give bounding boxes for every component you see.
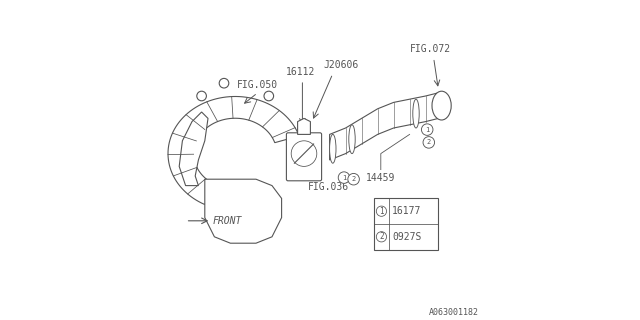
- Text: 16112: 16112: [286, 67, 316, 77]
- Text: 1: 1: [379, 207, 384, 216]
- Bar: [374, 198, 438, 250]
- Ellipse shape: [432, 91, 451, 120]
- Text: J20606: J20606: [323, 60, 358, 70]
- Polygon shape: [168, 97, 299, 204]
- Text: 2: 2: [379, 232, 384, 241]
- Text: 0927S: 0927S: [392, 232, 421, 242]
- Polygon shape: [205, 179, 282, 243]
- Circle shape: [376, 206, 387, 216]
- Ellipse shape: [349, 125, 355, 154]
- Circle shape: [376, 232, 387, 242]
- Text: 2: 2: [427, 140, 431, 145]
- Text: 1: 1: [425, 127, 429, 132]
- Circle shape: [339, 172, 349, 183]
- Text: FIG.050: FIG.050: [237, 80, 278, 90]
- Circle shape: [423, 137, 435, 148]
- Polygon shape: [298, 118, 310, 134]
- Circle shape: [264, 91, 274, 101]
- Text: 14459: 14459: [366, 173, 396, 183]
- Polygon shape: [330, 93, 438, 160]
- Ellipse shape: [330, 134, 336, 163]
- Text: 1: 1: [342, 175, 346, 180]
- Polygon shape: [179, 112, 208, 186]
- Text: FIG.036: FIG.036: [307, 182, 349, 192]
- Text: A063001182: A063001182: [428, 308, 479, 317]
- Ellipse shape: [413, 99, 419, 128]
- Circle shape: [291, 141, 317, 166]
- Text: FIG.072: FIG.072: [410, 44, 451, 54]
- Text: 2: 2: [351, 176, 356, 182]
- Text: 16177: 16177: [392, 206, 421, 216]
- Circle shape: [219, 78, 229, 88]
- Circle shape: [197, 91, 206, 101]
- FancyBboxPatch shape: [287, 133, 322, 181]
- Circle shape: [348, 173, 360, 185]
- Circle shape: [422, 124, 433, 135]
- Text: FRONT: FRONT: [212, 216, 242, 226]
